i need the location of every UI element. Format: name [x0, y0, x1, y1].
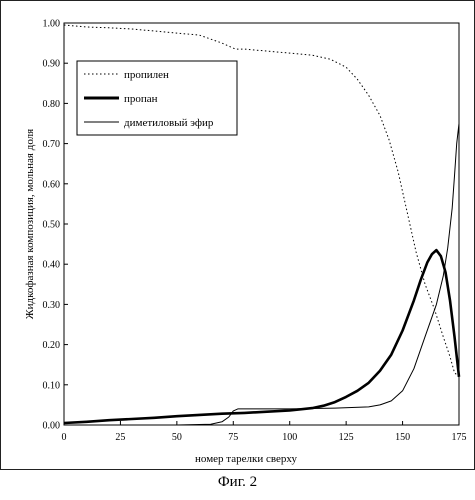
y-tick-label: 0.30 [43, 300, 61, 311]
x-tick-label: 75 [228, 432, 238, 443]
line-chart: 0 25 50 75 100 125 150 175 0.00 0.10 0.20 0.30 0.40… [24, 19, 467, 466]
x-tick-label: 150 [395, 432, 410, 443]
y-tick-label: 0.50 [43, 220, 61, 231]
propane-line [63, 248, 461, 425]
y-tick-label: 0.70 [43, 139, 61, 150]
legend-label-dme: диметиловый эфир [124, 117, 214, 129]
y-tick-label: 0.00 [43, 421, 61, 432]
propylene-line [63, 24, 460, 378]
legend: пропилен пропан диметиловый эфир [76, 60, 238, 136]
y-axis-title: Жидкофазная композиция, мольная доля [24, 129, 36, 319]
y-tick-label: 0.10 [43, 380, 61, 391]
x-tick-label: 0 [62, 432, 67, 443]
y-tick-label: 0.80 [43, 99, 61, 110]
x-tick-label: 25 [115, 432, 125, 443]
series-layer [63, 24, 461, 426]
x-tick-label: 100 [282, 432, 297, 443]
figure-caption: Фиг. 2 [217, 474, 258, 490]
x-tick-label: 175 [452, 432, 467, 443]
x-tick-label: 125 [339, 432, 354, 443]
legend-label-propylene: пропилен [124, 69, 169, 81]
dme-line [64, 123, 460, 426]
legend-label-propane: пропан [124, 93, 158, 105]
chart-frame: 0 25 50 75 100 125 150 175 0.00 0.10 0.20 0.30 0.40… [0, 0, 475, 470]
y-axis-ticks: 0.00 0.10 0.20 0.30 0.40 0.50 0.60 0.70 0.80 0.90… [43, 19, 68, 432]
y-tick-label: 0.90 [43, 59, 61, 70]
x-axis-title: номер тарелки сверху [195, 453, 297, 465]
y-tick-label: 0.20 [43, 340, 61, 351]
y-tick-label: 1.00 [43, 19, 61, 30]
y-tick-label: 0.40 [43, 260, 61, 271]
x-tick-label: 50 [172, 432, 182, 443]
y-tick-label: 0.60 [43, 179, 61, 190]
x-axis-ticks: 0 25 50 75 100 125 150 175 [62, 421, 467, 443]
